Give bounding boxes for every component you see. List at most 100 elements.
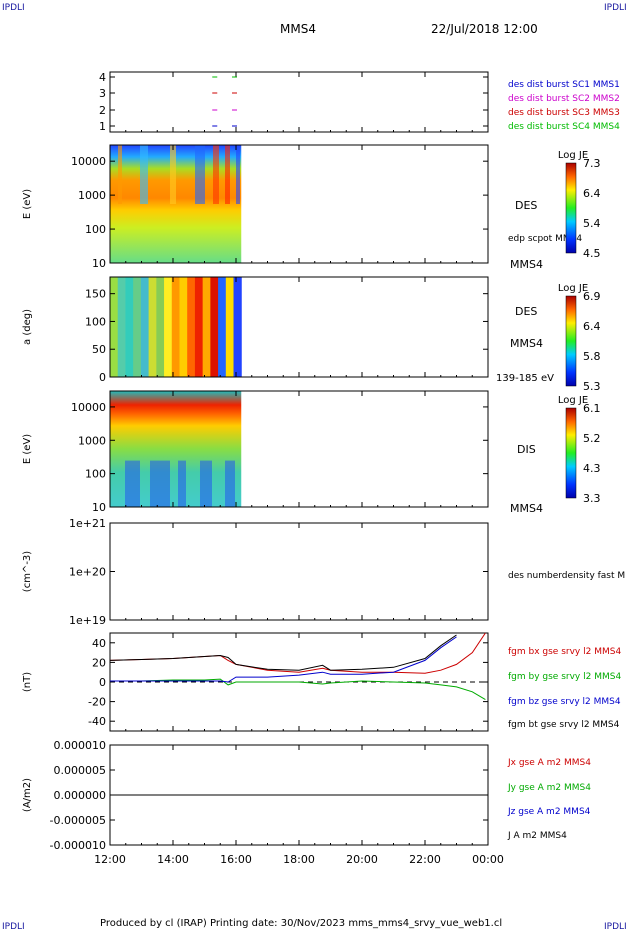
colorbar-tick-label: 6.1 — [583, 402, 601, 415]
colorbar-tick-label: 7.3 — [583, 157, 601, 170]
spectrogram-stripe — [236, 145, 240, 204]
spacecraft-label: MMS4 — [510, 258, 543, 271]
colorbar-tick-label: 4.3 — [583, 462, 601, 475]
y-tick-label: 1 — [99, 120, 106, 133]
spectrogram-stripe — [140, 145, 148, 204]
corner-label-top-right: IPDLI — [604, 3, 627, 13]
footer-text: Produced by cl (IRAP) Printing date: 30/… — [100, 918, 503, 929]
pitch-angle-column — [187, 277, 196, 377]
spectrogram-stripe — [213, 145, 219, 204]
legend-entry: fgm bx gse srvy l2 MMS4 — [508, 647, 621, 657]
y-tick-label: 0 — [99, 676, 106, 689]
legend-entry: des dist burst SC3 MMS3 — [508, 108, 620, 118]
y-tick-label: 40 — [92, 637, 106, 650]
y-tick-label: 10000 — [71, 155, 106, 168]
y-tick-label: 1000 — [78, 434, 106, 447]
spectrogram-stripe — [170, 145, 176, 204]
y-tick-label: -20 — [88, 696, 106, 709]
legend-entry: des dist burst SC1 MMS1 — [508, 80, 620, 90]
y-tick-label: -0.000005 — [50, 814, 106, 827]
y-tick-label: 10 — [92, 501, 106, 514]
spectrogram-stripe — [200, 460, 212, 507]
colorbar-tick-label: 4.5 — [583, 247, 601, 260]
pitch-angle-column — [117, 277, 126, 377]
y-tick-label: 1e+19 — [69, 614, 106, 627]
legend-entry: des numberdensity fast M — [508, 571, 625, 581]
spacecraft-label: MMS4 — [510, 502, 543, 515]
colorbar-tick-label: 3.3 — [583, 492, 601, 505]
pitch-angle-column — [218, 277, 227, 377]
y-tick-label: -0.000010 — [50, 839, 106, 852]
legend-entry: Jx gse A m2 MMS4 — [507, 758, 591, 768]
instrument-label: DES — [515, 199, 537, 212]
x-tick-label: 16:00 — [220, 853, 252, 866]
legend-entry: J A m2 MMS4 — [507, 831, 567, 841]
spectrogram-stripe — [178, 460, 186, 507]
y-axis-label: E (eV) — [22, 189, 33, 219]
pitch-angle-column — [110, 277, 119, 377]
y-tick-label: 0.000005 — [54, 764, 107, 777]
corner-label-bottom-right: IPDLI — [604, 922, 627, 932]
legend-entry: des dist burst SC4 MMS4 — [508, 122, 620, 132]
pitch-angle-column — [133, 277, 142, 377]
x-tick-label: 00:00 — [472, 853, 504, 866]
legend-entry: Jz gse A m2 MMS4 — [507, 807, 591, 817]
spectrogram-stripe — [225, 145, 230, 204]
y-tick-label: 100 — [85, 315, 106, 328]
spectrogram-stripe — [125, 460, 140, 507]
colorbar-title: Log JE — [558, 150, 588, 161]
x-tick-label: 20:00 — [346, 853, 378, 866]
datetime-title: 22/Jul/2018 12:00 — [431, 22, 538, 36]
pitch-angle-column — [125, 277, 134, 377]
y-tick-label: 0 — [99, 371, 106, 384]
y-tick-label: 10 — [92, 257, 106, 270]
colorbar-tick-label: 5.4 — [583, 217, 601, 230]
y-tick-label: 0.000000 — [54, 789, 107, 802]
pitch-angle-column — [179, 277, 188, 377]
pitch-angle-column — [225, 277, 235, 377]
instrument-label: DIS — [517, 443, 536, 456]
spectrogram-stripe — [118, 145, 122, 204]
instrument-label: DES — [515, 305, 537, 318]
corner-label-top-left: IPDLI — [2, 3, 25, 13]
pitch-angle-column — [171, 277, 180, 377]
legend-entry: Jy gse A m2 MMS4 — [507, 783, 591, 793]
pitch-angle-column — [156, 277, 165, 377]
y-axis-label: (nT) — [22, 672, 33, 692]
overlay-label: edp scpot MMS4 — [508, 234, 582, 244]
colorbar-title: Log JE — [558, 283, 588, 294]
series-line — [109, 632, 486, 674]
y-tick-label: 1000 — [78, 189, 106, 202]
legend-entry: des dist burst SC2 MMS2 — [508, 94, 620, 104]
y-tick-label: 150 — [85, 288, 106, 301]
y-tick-label: 10000 — [71, 401, 106, 414]
x-tick-label: 12:00 — [94, 853, 126, 866]
colorbar-tick-label: 6.9 — [583, 290, 601, 303]
corner-label-bottom-left: IPDLI — [2, 922, 25, 932]
y-tick-label: 2 — [99, 104, 106, 117]
spacecraft-title: MMS4 — [280, 22, 316, 36]
spectrogram-stripe — [225, 460, 235, 507]
y-tick-label: 1e+21 — [69, 517, 106, 530]
pitch-angle-column — [148, 277, 157, 377]
y-tick-label: 100 — [85, 223, 106, 236]
series-line — [110, 678, 486, 701]
colorbar-1 — [565, 162, 577, 254]
legend-entry: fgm bt gse srvy l2 MMS4 — [508, 720, 620, 730]
y-tick-label: 4 — [99, 71, 106, 84]
series-line — [109, 634, 457, 671]
y-tick-label: 1e+20 — [69, 566, 106, 579]
spectrogram-stripe — [195, 145, 205, 204]
pitch-angle-column — [194, 277, 204, 377]
series-line — [110, 636, 457, 683]
colorbar-tick-label: 6.4 — [583, 320, 601, 333]
y-axis-label: a (deg) — [22, 309, 33, 345]
pitch-angle-column — [140, 277, 150, 377]
y-tick-label: 3 — [99, 87, 106, 100]
colorbar-title: Log JE — [558, 395, 588, 406]
colorbar-tick-label: 6.4 — [583, 187, 601, 200]
x-tick-label: 14:00 — [157, 853, 189, 866]
x-tick-label: 22:00 — [409, 853, 441, 866]
y-tick-label: 100 — [85, 468, 106, 481]
